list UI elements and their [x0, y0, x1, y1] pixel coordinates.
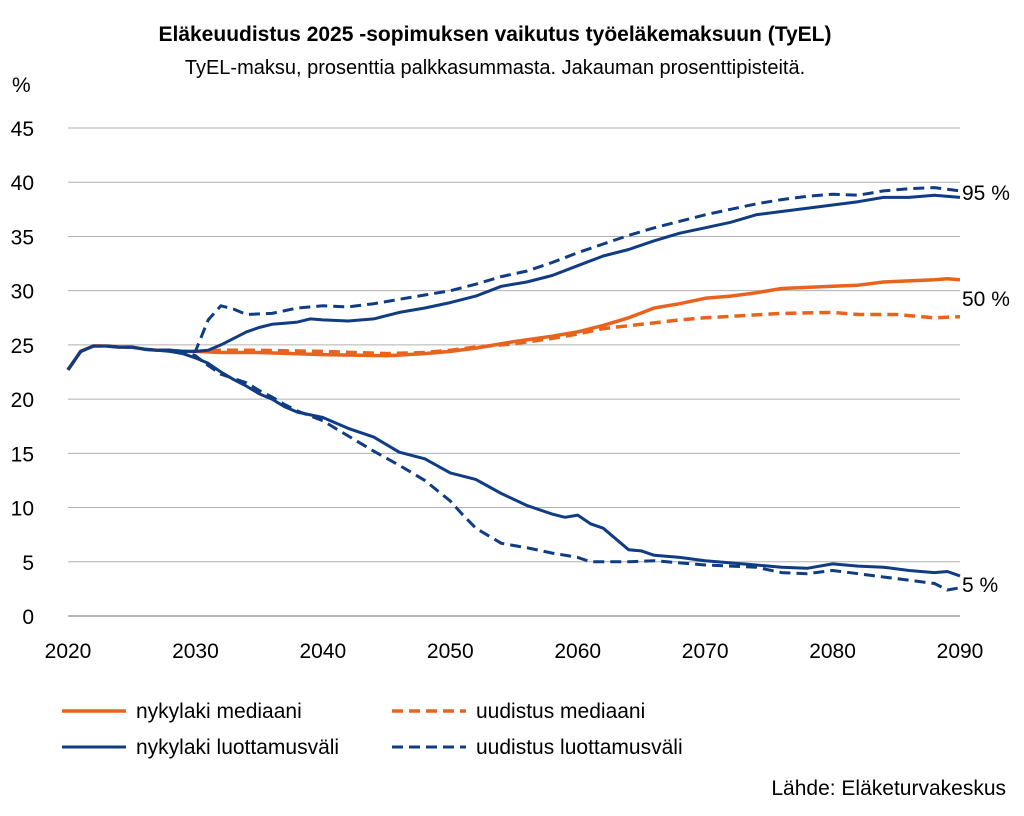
end-label-95: 95 % [962, 182, 1010, 205]
series-line-nykylaki-luottamusväli-3 [66, 344, 961, 578]
legend-item-nykylaki-mediaani: nykylaki mediaani [62, 700, 302, 723]
end-label-5: 5 % [962, 574, 998, 597]
series-line-nykylaki-mediaani-0 [66, 276, 961, 371]
legend-label: nykylaki luottamusväli [136, 736, 339, 759]
y-tick-label: 40 [11, 172, 34, 195]
y-tick-label: 30 [11, 281, 34, 304]
x-tick-label: 2050 [427, 640, 474, 663]
legend-item-uudistus-mediaani: uudistus mediaani [392, 700, 645, 723]
x-tick-label: 2060 [554, 640, 601, 663]
legend: nykylaki mediaani uudistus mediaani nyky… [62, 700, 683, 759]
source-note: Lähde: Eläketurvakeskus [771, 777, 1006, 800]
x-tick-label: 2040 [299, 640, 346, 663]
y-axis-unit: % [12, 74, 31, 97]
gridlines [68, 127, 960, 617]
y-tick-label: 25 [11, 335, 34, 358]
y-tick-label: 0 [22, 606, 34, 629]
legend-label: uudistus luottamusväli [476, 736, 683, 759]
legend-label: uudistus mediaani [476, 700, 645, 723]
y-axis-ticks: 0 5 10 15 20 25 30 35 40 45 [11, 118, 34, 629]
y-tick-label: 20 [11, 389, 34, 412]
x-tick-label: 2090 [937, 640, 984, 663]
y-tick-label: 45 [11, 118, 34, 141]
x-tick-label: 2080 [809, 640, 856, 663]
end-label-50: 50 % [962, 288, 1010, 311]
y-tick-label: 35 [11, 226, 34, 249]
y-tick-label: 10 [11, 498, 34, 521]
series-line-nykylaki-luottamusväli-2 [66, 193, 961, 371]
legend-item-nykylaki-luottamusvali: nykylaki luottamusväli [62, 736, 339, 759]
chart-title: Eläkeuudistus 2025 -sopimuksen vaikutus … [158, 23, 831, 46]
x-tick-label: 2070 [682, 640, 729, 663]
x-tick-label: 2030 [172, 640, 219, 663]
legend-item-uudistus-luottamusvali: uudistus luottamusväli [392, 736, 683, 759]
x-axis-ticks: 2020 2030 2040 2050 2060 2070 2080 2090 [45, 640, 984, 663]
series-line-uudistus-luottamusväli-5 [66, 344, 961, 592]
series-line-uudistus-luottamusväli-4 [66, 186, 961, 371]
chart-subtitle: TyEL-maksu, prosenttia palkkasummasta. J… [185, 57, 805, 79]
y-tick-label: 5 [22, 552, 34, 575]
y-tick-label: 15 [11, 443, 34, 466]
x-tick-label: 2020 [45, 640, 92, 663]
legend-label: nykylaki mediaani [136, 700, 302, 723]
series-lines [66, 186, 961, 592]
